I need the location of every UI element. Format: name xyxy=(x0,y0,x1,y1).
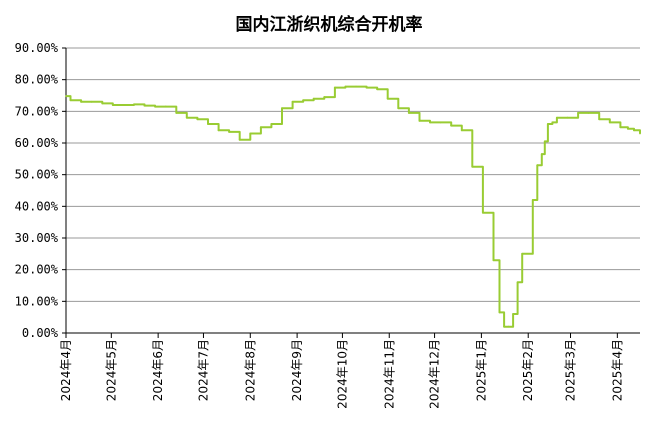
data-point xyxy=(556,116,558,119)
data-point xyxy=(566,116,569,119)
x-tick-label: 2024年11月 xyxy=(382,339,396,409)
grid-layer xyxy=(66,47,640,302)
y-tick-labels: 0.00% 10.00% 20.00% 30.00% 40.00% 50.00% 60.00… xyxy=(15,41,59,340)
y-tick-label: 10.00% xyxy=(15,294,59,308)
data-point xyxy=(460,129,463,132)
data-point xyxy=(154,105,157,108)
axis-layer xyxy=(62,47,640,338)
y-tick-label: 20.00% xyxy=(15,263,59,277)
data-point xyxy=(185,116,188,119)
y-tick-label: 70.00% xyxy=(15,104,59,118)
data-point xyxy=(418,119,421,122)
data-point xyxy=(577,112,579,114)
data-point xyxy=(450,124,453,127)
data-point xyxy=(312,97,315,100)
data-point xyxy=(397,107,400,110)
data-point xyxy=(69,99,72,102)
y-tick-label: 0.00% xyxy=(22,326,59,340)
data-point xyxy=(587,112,590,114)
data-point xyxy=(512,313,515,315)
data-point xyxy=(521,252,524,255)
x-tick-label: 2024年10月 xyxy=(335,339,349,409)
y-tick-label: 40.00% xyxy=(15,199,59,213)
data-point xyxy=(101,102,104,105)
y-tick-label: 30.00% xyxy=(15,231,59,245)
data-point xyxy=(133,103,135,106)
data-point xyxy=(196,118,199,121)
data-point xyxy=(344,85,347,88)
data-point xyxy=(323,96,326,98)
data-point xyxy=(80,100,83,103)
data-point xyxy=(365,86,368,89)
data-point xyxy=(498,311,501,314)
x-tick-label: 2024年12月 xyxy=(428,339,442,409)
data-point xyxy=(376,88,379,91)
data-point xyxy=(503,325,505,328)
data-point xyxy=(516,281,519,284)
data-point xyxy=(90,100,93,103)
x-tick-label: 2025年3月 xyxy=(564,339,578,401)
data-point xyxy=(175,112,178,114)
data-point xyxy=(355,85,357,88)
data-point xyxy=(281,107,283,110)
data-point xyxy=(228,131,231,133)
data-point xyxy=(619,126,622,129)
y-tick-label: 80.00% xyxy=(15,73,59,87)
data-point xyxy=(598,118,601,121)
data-point xyxy=(540,153,543,155)
data-point xyxy=(143,104,146,107)
data-point xyxy=(238,138,241,141)
data-point xyxy=(551,121,554,124)
data-point xyxy=(333,86,336,89)
x-tick-label: 2025年2月 xyxy=(521,339,535,401)
data-point xyxy=(259,126,262,129)
y-tick-label: 50.00% xyxy=(15,168,59,182)
y-tick-label: 90.00% xyxy=(15,41,59,55)
data-point xyxy=(482,211,484,214)
data-point xyxy=(627,127,629,130)
x-tick-label: 2025年1月 xyxy=(474,339,488,401)
data-point xyxy=(386,97,389,100)
data-point xyxy=(531,199,534,201)
data-point xyxy=(65,95,67,98)
data-point xyxy=(639,132,641,135)
data-point xyxy=(249,132,252,135)
series-line xyxy=(66,85,641,328)
data-point xyxy=(270,123,273,125)
data-point xyxy=(492,259,495,262)
data-point xyxy=(111,104,114,106)
data-point xyxy=(608,121,611,124)
data-point xyxy=(429,121,431,124)
data-point xyxy=(633,129,635,132)
y-tick-label: 60.00% xyxy=(15,136,59,150)
x-tick-labels: 2024年4月 2024年5月 2024年6月 2024年7月 2024年8月 2024年… xyxy=(59,339,624,409)
series-layer xyxy=(65,85,641,328)
data-point xyxy=(407,112,410,114)
data-point xyxy=(217,129,220,132)
data-point xyxy=(291,100,294,103)
data-point xyxy=(543,140,546,143)
x-tick-label: 2024年6月 xyxy=(151,339,165,401)
data-point xyxy=(302,99,305,102)
data-point xyxy=(207,123,209,125)
x-tick-label: 2024年8月 xyxy=(243,339,257,401)
data-point xyxy=(536,164,539,167)
x-tick-label: 2025年4月 xyxy=(610,339,624,401)
data-point xyxy=(471,165,474,168)
data-point xyxy=(546,123,549,125)
x-tick-label: 2024年7月 xyxy=(196,339,210,401)
data-point xyxy=(439,121,442,124)
chart-title: 国内江浙织机综合开机率 xyxy=(235,15,423,35)
x-tick-label: 2024年5月 xyxy=(104,339,118,401)
data-point xyxy=(122,104,125,106)
x-tick-label: 2024年4月 xyxy=(59,339,73,401)
data-point xyxy=(507,325,510,328)
x-tick-label: 2024年9月 xyxy=(290,339,304,401)
data-point xyxy=(164,105,167,108)
